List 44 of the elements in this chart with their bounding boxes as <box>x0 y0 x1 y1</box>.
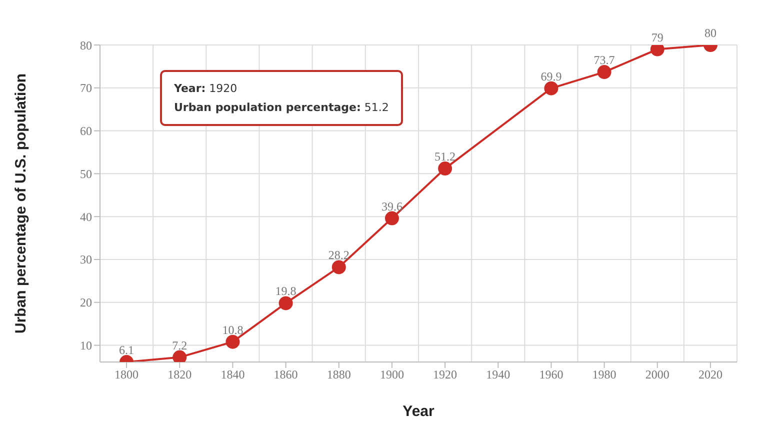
data-label: 6.1 <box>119 343 134 357</box>
y-tick-label: 20 <box>80 296 92 310</box>
point <box>597 65 612 80</box>
data-label: 28.2 <box>328 248 350 262</box>
data-label: 69.9 <box>540 69 562 84</box>
data-label: 73.7 <box>594 53 615 68</box>
x-tick-label: 1840 <box>220 368 245 382</box>
x-tick-label: 1860 <box>274 368 298 382</box>
y-tick-label: 80 <box>80 38 92 52</box>
data-label: 10.8 <box>222 322 244 337</box>
y-tick-label: 40 <box>80 210 92 224</box>
y-tick-label: 10 <box>80 338 92 353</box>
x-tick-label: 1820 <box>168 368 192 382</box>
data-label: 7.2 <box>172 338 188 352</box>
tooltip-box: Year: 1920 Urban population percentage: 51.2 <box>160 70 403 126</box>
x-tick-label: 2000 <box>645 368 670 382</box>
point <box>172 350 187 362</box>
point <box>384 211 399 226</box>
data-label: 19.8 <box>275 284 296 298</box>
point <box>226 334 240 349</box>
point <box>278 296 293 310</box>
y-tick-label: 70 <box>80 81 92 96</box>
x-tick-label: 2020 <box>698 368 722 382</box>
y-axis-title: Urban percentage of U.S. population <box>12 73 30 334</box>
point <box>332 260 346 274</box>
point <box>544 81 558 96</box>
x-tick-label: 1800 <box>114 368 139 382</box>
x-tick-label: 1960 <box>539 368 564 382</box>
x-tick-label: 1980 <box>592 368 616 382</box>
y-tick-label: 30 <box>80 252 92 267</box>
y-tick-label: 60 <box>80 124 92 138</box>
y-tick-label: 50 <box>80 166 92 181</box>
data-label: 51.2 <box>434 150 456 164</box>
x-tick-label: 1880 <box>326 368 351 382</box>
x-axis-title: Year <box>402 403 435 420</box>
x-tick-label: 1920 <box>433 368 458 382</box>
annotation: Year: 1920 Urban population percentage: 51.2 <box>174 82 389 114</box>
point <box>438 162 452 176</box>
x-tick-label: 1900 <box>380 368 404 382</box>
data-label: 79 <box>651 30 664 44</box>
x-tick-label: 1940 <box>486 368 510 382</box>
point <box>650 45 664 56</box>
data-label: 80 <box>704 26 716 40</box>
data-label: 39.6 <box>381 199 402 214</box>
